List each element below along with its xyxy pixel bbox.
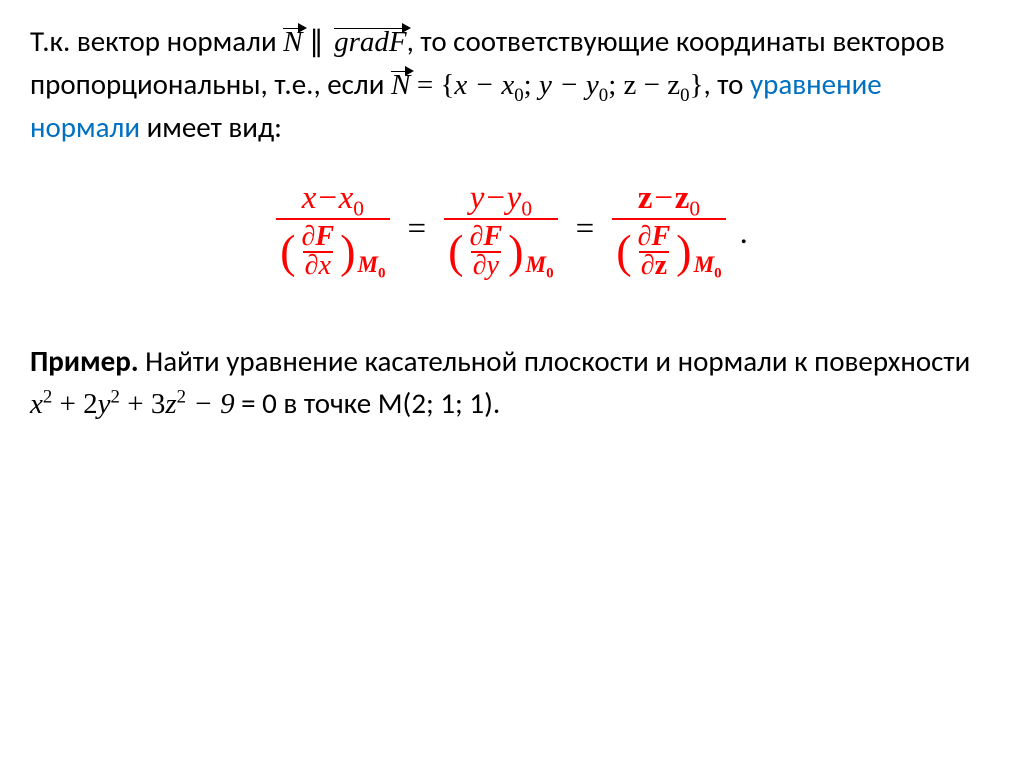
sub-0: 0 [599, 85, 608, 106]
parallel-symbol: ∥ [309, 26, 324, 58]
vector-N: N [283, 21, 302, 63]
vector-gradF: gradF [334, 21, 407, 63]
sep: ; [608, 69, 623, 101]
term-z2: z [165, 388, 176, 420]
paragraph-intro: Т.к. вектор нормали N ∥ gradF , то соотв… [30, 20, 994, 148]
coef-3: 3 [151, 388, 166, 420]
coef-2: 2 [83, 388, 98, 420]
text: , то [703, 66, 750, 102]
period: . [740, 210, 748, 258]
equals-sign: = [572, 206, 599, 254]
minus-nine: − 9 [186, 388, 235, 420]
text: Т.к. вектор нормали [30, 23, 283, 59]
sub-0: 0 [680, 85, 689, 106]
sup-2: 2 [43, 386, 52, 407]
fraction-y: y−y0 ( ∂F ∂y ) M0 [444, 180, 557, 280]
sup-2: 2 [111, 386, 120, 407]
text: имеет вид: [140, 109, 282, 145]
term-x: x − x [454, 69, 514, 101]
plus: + [52, 388, 83, 420]
term-x2: x [30, 388, 43, 420]
sub-0: 0 [514, 85, 523, 106]
close-brace: } [690, 69, 704, 101]
equals-sign: = [404, 206, 431, 254]
term-y: y − y [539, 69, 599, 101]
plus: + [120, 388, 151, 420]
equals-brace: = { [417, 69, 455, 101]
sup-2: 2 [177, 386, 186, 407]
fraction-z: z−z0 ( ∂F ∂z ) M0 [612, 180, 725, 280]
example-paragraph: Пример. Найти уравнение касательной плос… [30, 340, 994, 425]
term-y2: y [98, 388, 111, 420]
sep: ; [524, 69, 539, 101]
vector-N-2: N [391, 64, 410, 106]
text: Найти уравнение касательной плоскости и … [139, 343, 971, 379]
example-heading: Пример. [30, 343, 139, 379]
text: = 0 в точке M(2; 1; 1). [235, 385, 501, 421]
term-z: z − z [624, 69, 681, 101]
fraction-x: x−x0 ( ∂F ∂x ) M0 [276, 180, 389, 280]
normal-equation-formula: x−x0 ( ∂F ∂x ) M0 = y−y0 ( ∂F [30, 178, 994, 280]
